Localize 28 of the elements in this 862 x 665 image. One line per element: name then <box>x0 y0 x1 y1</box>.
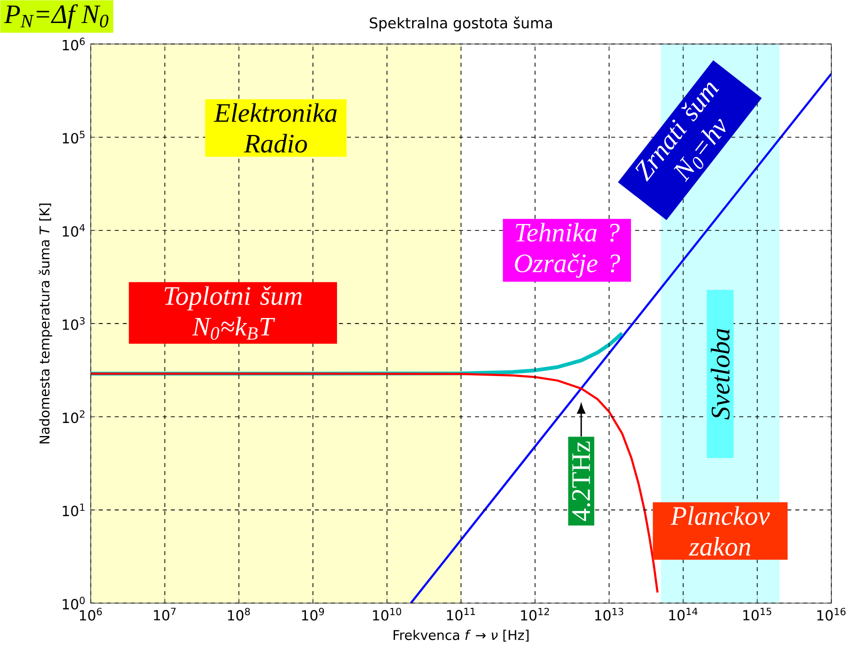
text: P$_{N}$=Δf N$_{0}$ <box>4 4 108 29</box>
x-tick-label: 10$^{8}$ <box>228 608 250 621</box>
x-tick-label: 10$^{13}$ <box>595 608 624 621</box>
band-label: Elektronika Radio <box>214 103 337 153</box>
y-tick-label: 10$^{2}$ <box>62 410 84 424</box>
x-tick-label: 10$^{11}$ <box>447 608 475 621</box>
x-tick-label: 10$^{15}$ <box>743 608 772 621</box>
x-tick-label: 10$^{14}$ <box>669 608 698 621</box>
annotation: 4.2THz <box>572 442 590 522</box>
y-tick-label: 10$^{0}$ <box>62 596 85 610</box>
y-tick-label: 10$^{4}$ <box>62 224 85 237</box>
annotation: Toplotni šum N$_{0}$≈k$_{B}$T <box>164 286 302 340</box>
chart-title: Spektralna gostota šuma <box>370 16 552 32</box>
x-tick-label: 10$^{9}$ <box>302 608 324 621</box>
band-label: Svetloba <box>710 329 730 420</box>
y-axis-title: Nadomesta temperatura šuma T [K] <box>38 204 52 444</box>
x-tick-label: 10$^{10}$ <box>373 608 402 621</box>
annotation: Planckov zakon <box>670 506 770 556</box>
x-tick-label: 10$^{6}$ <box>80 608 102 621</box>
y-tick-label: 10$^{3}$ <box>62 317 85 330</box>
y-tick-label: 10$^{5}$ <box>62 131 85 144</box>
y-tick-label: 10$^{1}$ <box>62 504 84 517</box>
x-tick-label: 10$^{16}$ <box>817 608 846 621</box>
annotation: Tehnika ? Ozračje ? <box>514 223 620 278</box>
x-tick-label: 10$^{7}$ <box>154 608 176 621</box>
x-tick-label: 10$^{12}$ <box>521 608 549 621</box>
y-tick-label: 10$^{6}$ <box>62 38 85 51</box>
x-axis-title: Frekvenca f → ν [Hz] <box>394 630 529 642</box>
